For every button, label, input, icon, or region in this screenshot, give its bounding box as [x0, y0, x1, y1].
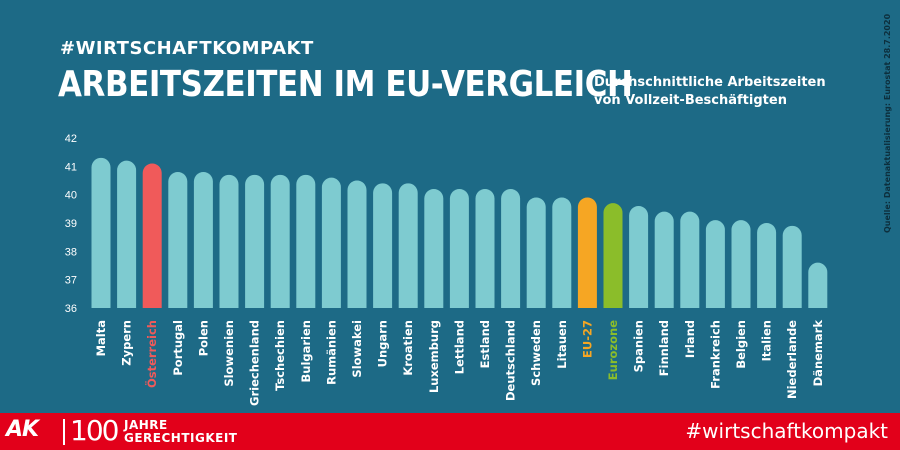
- bar-lettland: [449, 189, 469, 308]
- bar-finnland: [654, 211, 674, 308]
- bar-österreich: [142, 163, 162, 308]
- x-tick-label: Bulgarien: [299, 320, 313, 383]
- x-tick-label: Luxemburg: [427, 320, 441, 393]
- x-tick-label: Portugal: [171, 320, 185, 376]
- bar-luxemburg: [424, 189, 444, 308]
- bar-rumänien: [321, 177, 341, 308]
- x-tick-label: Polen: [196, 320, 210, 356]
- x-tick-label: Schweden: [529, 320, 543, 386]
- bar-portugal: [168, 172, 188, 308]
- bar-tschechien: [270, 174, 290, 308]
- bar-bulgarien: [296, 174, 316, 308]
- bar-italien: [757, 223, 777, 308]
- x-tick-label: Deutschland: [504, 320, 518, 401]
- bar-frankreich: [705, 220, 725, 308]
- bar-kroatien: [398, 183, 418, 308]
- x-tick-label: Eurozone: [606, 320, 620, 380]
- x-tick-label: Lettland: [452, 320, 466, 374]
- subtitle: Durchschnittliche Arbeitszeiten von Voll…: [594, 74, 826, 110]
- x-tick-label: Kroatien: [401, 320, 415, 376]
- bar-belgien: [731, 220, 751, 308]
- x-tick-label: Irland: [683, 320, 697, 358]
- x-tick-label: Slowenien: [222, 320, 236, 387]
- bar-griechenland: [245, 174, 265, 308]
- y-tick-label: 42: [65, 133, 77, 145]
- bar-schweden: [526, 197, 546, 308]
- footer-bar: AK 100 JAHRE GERECHTIGKEIT #wirtschaftko…: [0, 413, 900, 450]
- x-tick-label: Slowakei: [350, 320, 364, 378]
- bar-chart: 36 37 38 39 40 41 42 Malta Zypern Österreich Portu…: [65, 133, 828, 406]
- bar-spanien: [629, 206, 649, 308]
- y-tick-label: 36: [65, 303, 77, 315]
- bar-slowenien: [219, 174, 239, 308]
- x-tick-label: Ungarn: [376, 320, 390, 367]
- x-tick-label: Frankreich: [708, 320, 722, 389]
- x-tick-label: Italien: [760, 320, 774, 361]
- bar-zypern: [117, 160, 137, 308]
- bar-deutschland: [501, 189, 521, 308]
- bar-malta: [91, 157, 111, 308]
- footer-hashtag: #wirtschaftkompakt: [685, 419, 888, 443]
- subtitle-line-2: von Vollzeit-Beschäftigten: [594, 93, 787, 108]
- subtitle-line-1: Durchschnittliche Arbeitszeiten: [594, 75, 826, 90]
- x-tick-label: Griechenland: [248, 320, 262, 406]
- x-tick-label: Litauen: [555, 320, 569, 369]
- x-tick-label: Dänemark: [811, 320, 825, 387]
- bar-niederlande: [782, 225, 802, 308]
- y-tick-label: 37: [65, 275, 77, 287]
- x-tick-label: Rumänien: [324, 320, 338, 385]
- x-tick-label: Tschechien: [273, 320, 287, 391]
- bar-irland: [680, 211, 700, 308]
- x-tick-label: Niederlande: [785, 320, 799, 399]
- bar-litauen: [552, 197, 572, 308]
- page-title: ARBEITSZEITEN IM EU-VERGLEICH: [58, 64, 633, 105]
- anniversary-number: 100: [70, 414, 119, 447]
- hashtag-heading: #WIRTSCHAFTKOMPAKT: [60, 38, 314, 59]
- x-tick-label: Spanien: [632, 320, 646, 372]
- x-tick-label: Estland: [478, 320, 492, 368]
- y-tick-label: 41: [65, 161, 77, 173]
- x-tick-label: Belgien: [734, 320, 748, 369]
- x-tick-label: Malta: [94, 320, 108, 356]
- ak-logo: AK: [6, 417, 39, 442]
- bar-dänemark: [808, 262, 828, 308]
- x-tick-label: Finnland: [657, 320, 671, 376]
- y-tick-label: 40: [65, 190, 77, 202]
- anniversary-line-1: JAHRE: [124, 418, 168, 432]
- bar-eurozone: [603, 203, 623, 308]
- bar-slowakei: [347, 180, 367, 308]
- y-tick-label: 38: [65, 246, 77, 258]
- bar-eu-27: [577, 197, 597, 308]
- anniversary-line-2: GERECHTIGKEIT: [124, 431, 238, 445]
- bar-ungarn: [373, 183, 393, 308]
- bar-polen: [193, 172, 213, 308]
- x-tick-label: Österreich: [144, 320, 159, 388]
- anniversary-text: JAHRE GERECHTIGKEIT: [124, 419, 237, 445]
- logo-divider: [63, 419, 65, 445]
- x-tick-label: Zypern: [120, 320, 134, 366]
- bar-estland: [475, 189, 495, 308]
- x-tick-label: EU-27: [580, 320, 594, 358]
- y-tick-label: 39: [65, 218, 77, 230]
